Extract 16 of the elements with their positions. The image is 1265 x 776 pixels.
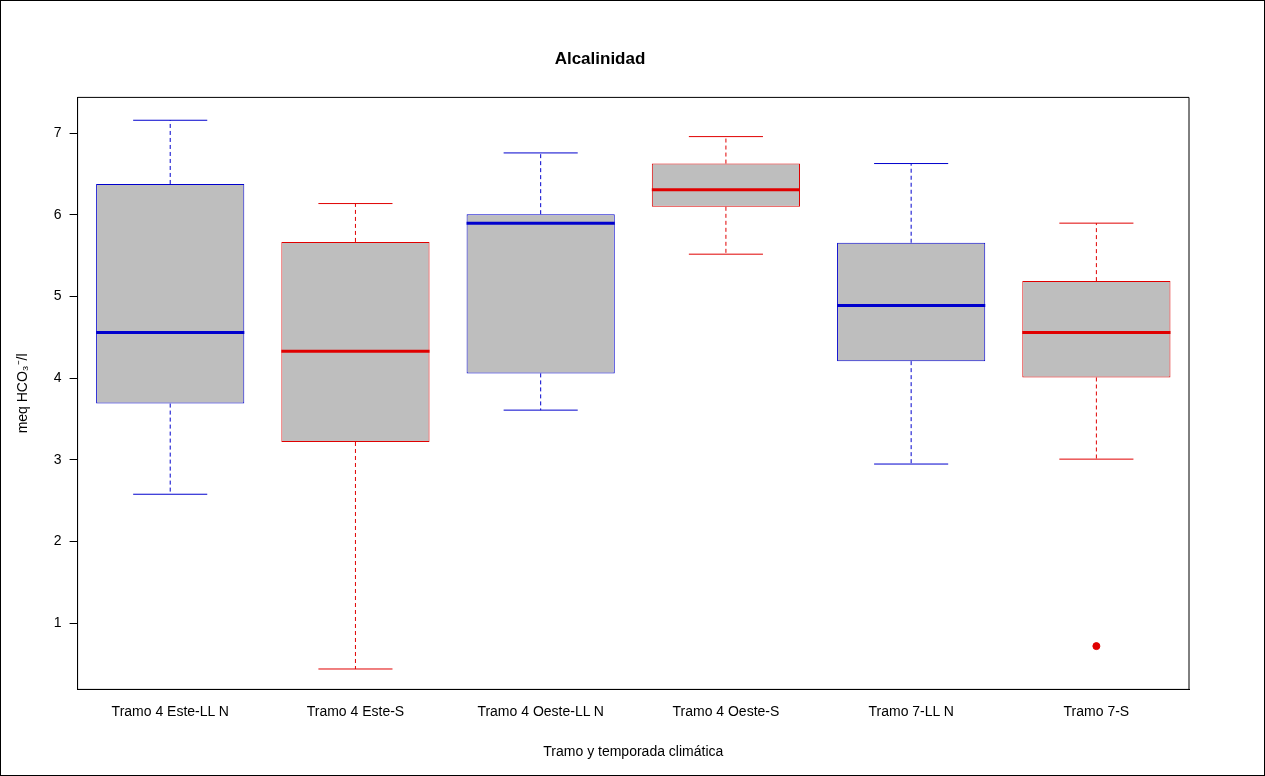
x-axis-title: Tramo y temporada climática [543, 743, 724, 760]
chart-title: Alcalinidad [554, 48, 646, 68]
x-tick-label: Tramo 4 Oeste-LL N [477, 702, 604, 719]
x-tick-label: Tramo 4 Este-S [306, 702, 405, 719]
y-tick-label: 5 [53, 287, 62, 304]
y-tick-label: 3 [53, 450, 62, 467]
y-tick-label: 7 [53, 124, 62, 141]
y-tick-label: 2 [53, 532, 62, 549]
y-axis-title: meq HCO₃⁻/l [14, 353, 31, 434]
y-tick-label: 4 [53, 369, 62, 386]
y-tick-label: 1 [53, 614, 62, 631]
x-tick-label: Tramo 4 Este-LL N [111, 702, 229, 719]
x-tick-label: Tramo 7-LL N [868, 702, 954, 719]
x-tick-label: Tramo 4 Oeste-S [672, 702, 780, 719]
x-tick-label: Tramo 7-S [1063, 702, 1130, 719]
y-tick-label: 6 [53, 205, 62, 222]
